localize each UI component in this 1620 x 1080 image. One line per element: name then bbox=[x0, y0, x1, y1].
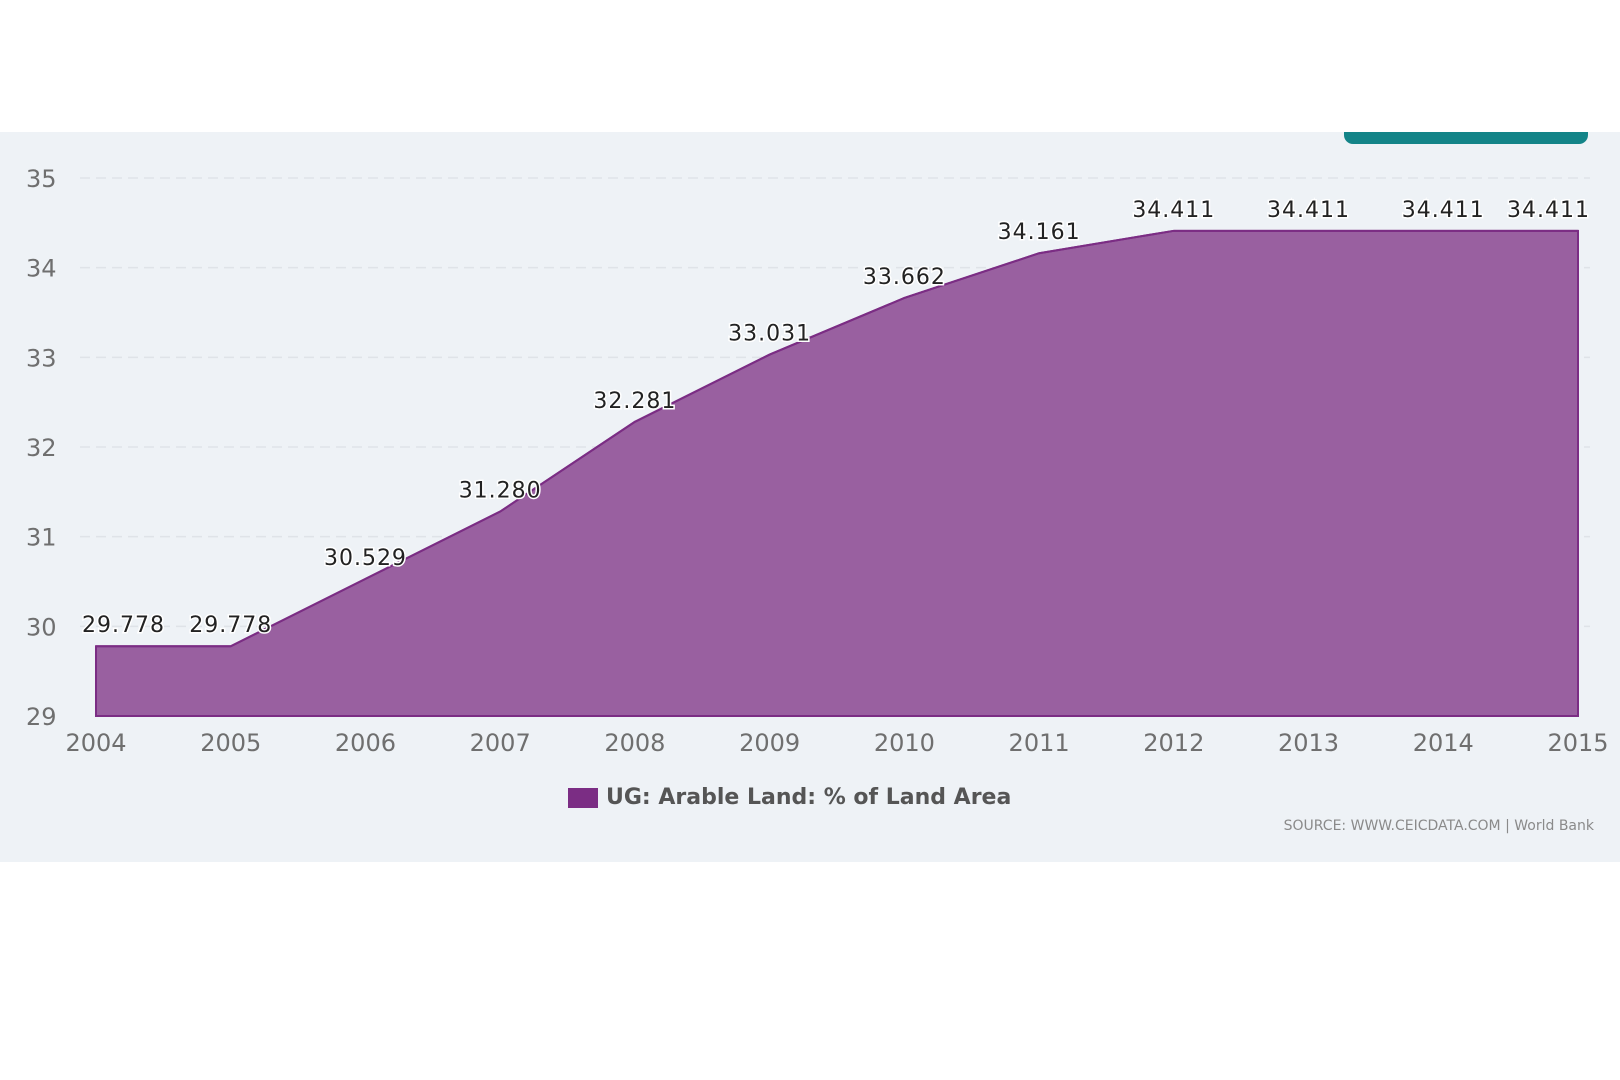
x-tick-label: 2014 bbox=[1413, 729, 1474, 757]
area-series-fill bbox=[95, 229, 1579, 717]
x-tick-label: 2010 bbox=[874, 729, 935, 757]
data-label: 32.281 bbox=[593, 389, 676, 414]
x-tick-label: 2008 bbox=[604, 729, 665, 757]
teal-tab-button[interactable] bbox=[1344, 132, 1588, 144]
data-label: 31.280 bbox=[459, 479, 542, 504]
y-tick-label: 29 bbox=[26, 703, 57, 731]
data-label: 34.161 bbox=[998, 220, 1081, 245]
data-label: 34.411 bbox=[1267, 198, 1350, 223]
x-tick-label: 2009 bbox=[739, 729, 800, 757]
data-label: 33.031 bbox=[728, 322, 811, 347]
legend[interactable]: UG: Arable Land: % of Land Area bbox=[568, 785, 1011, 810]
source-text: SOURCE: WWW.CEICDATA.COM | World Bank bbox=[1283, 818, 1594, 834]
x-tick-label: 2006 bbox=[335, 729, 396, 757]
data-label: 34.411 bbox=[1402, 198, 1485, 223]
legend-swatch bbox=[568, 787, 598, 808]
series-line bbox=[96, 229, 1578, 648]
data-label: 29.778 bbox=[82, 613, 165, 638]
x-tick-label: 2005 bbox=[200, 729, 261, 757]
x-tick-label: 2015 bbox=[1547, 729, 1608, 757]
data-label: 34.411 bbox=[1132, 198, 1215, 223]
y-tick-label: 35 bbox=[26, 165, 57, 193]
y-tick-label: 33 bbox=[26, 344, 57, 372]
data-label: 30.529 bbox=[324, 546, 407, 571]
y-tick-label: 30 bbox=[26, 613, 57, 641]
data-label: 34.411 bbox=[1507, 198, 1590, 223]
x-tick-label: 2011 bbox=[1009, 729, 1070, 757]
x-tick-label: 2013 bbox=[1278, 729, 1339, 757]
y-tick-label: 34 bbox=[26, 255, 57, 283]
data-label: 33.662 bbox=[863, 265, 946, 290]
legend-label: UG: Arable Land: % of Land Area bbox=[606, 785, 1012, 810]
data-label: 29.778 bbox=[189, 613, 272, 638]
x-tick-label: 2012 bbox=[1143, 729, 1204, 757]
x-tick-label: 2007 bbox=[470, 729, 531, 757]
x-tick-label: 2004 bbox=[65, 729, 126, 757]
y-tick-label: 31 bbox=[26, 524, 57, 552]
y-tick-label: 32 bbox=[26, 434, 57, 462]
